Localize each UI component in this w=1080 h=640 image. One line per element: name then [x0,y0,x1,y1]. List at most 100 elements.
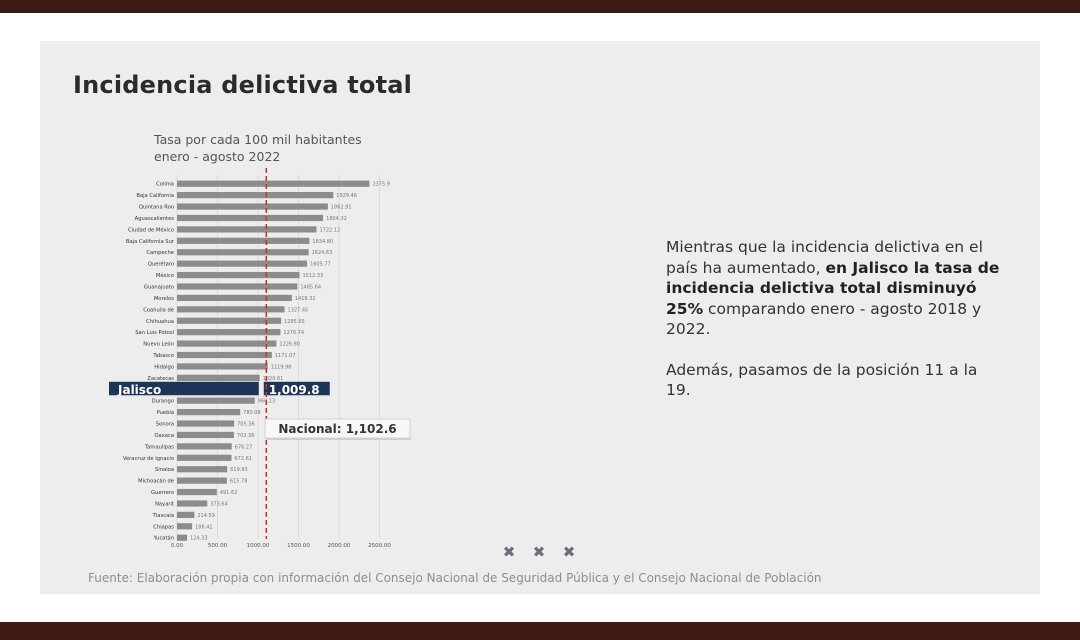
value-label: 186.41 [195,524,213,530]
x-tick-label: 1000.00 [247,543,270,549]
value-label: 1226.80 [279,342,300,348]
category-label: Quintana Roo [139,205,174,211]
category-label: Guanajuato [144,284,174,290]
highlight-value-box [263,381,330,397]
value-label: 1605.77 [310,262,331,268]
paragraph-1-pre: Mientras que la incidencia delictiva en … [666,238,983,277]
category-label: Chihuahua [146,319,174,325]
value-label: 619.93 [230,467,248,473]
category-label: Zacatecas [147,376,174,382]
bar [177,180,370,187]
bar [177,192,334,199]
category-label: Tlaxcala [152,513,174,519]
bar [177,340,277,347]
category-label: Puebla [157,410,174,416]
category-label: Hidalgo [154,364,174,370]
value-label: 491.62 [220,490,238,496]
highlight-value-label: 1,009.8 [269,383,320,397]
bar [177,317,282,324]
value-label: 1119.98 [271,364,292,370]
close-icon[interactable]: ✖ [502,543,516,561]
bottom-frame-bar [0,622,1080,640]
national-label-shadow [266,438,411,440]
paragraph-1-post: comparando enero - agosto 2018 y 2022. [666,299,982,339]
x-tick-label: 2500.00 [368,543,391,549]
highlight-value-underline [263,395,330,397]
page-title: Incidencia delictiva total [73,71,413,99]
category-label: Chiapas [153,524,174,530]
value-label: 1171.07 [275,353,296,359]
x-tick-label: 2000.00 [328,543,351,549]
paragraph-2: Además, pasamos de la posición 11 a la 1… [666,360,978,400]
category-label: Oaxaca [154,433,174,439]
value-label: 615.78 [230,479,248,485]
value-label: 1418.32 [295,296,316,302]
slide-nav: ✖ ✖ ✖ [502,543,576,561]
value-label: 780.08 [243,410,260,416]
bar [177,351,272,359]
category-label: Campeche [146,250,174,256]
value-label: 124.33 [190,536,208,542]
bar [177,271,300,279]
category-label: Tamaulipas [144,444,174,450]
x-tick-label: 0.00 [171,543,184,549]
category-label: Guerrero [151,490,174,496]
highlight-underline [109,395,259,397]
bar [177,237,310,244]
category-label: Tabasco [152,353,174,359]
bar [177,283,298,290]
bar [177,260,308,267]
bar [177,397,255,404]
value-label: 1285.65 [284,319,305,325]
bar [177,294,292,302]
category-label: Veracruz de Ignacio [123,456,174,462]
bar [177,466,228,473]
x-tick-label: 1500.00 [287,543,310,549]
side-text: Mientras que la incidencia delictiva en … [666,237,1006,421]
slide: Incidencia delictiva total Tasa por cada… [40,41,1040,594]
category-label: Sonora [156,422,174,428]
value-label: 2375.9 [372,182,390,188]
category-label: Ciudad de México [128,226,174,233]
value-label: 373.64 [210,501,228,507]
category-label: Colima [156,182,174,188]
value-label: 1512.33 [302,273,323,279]
bar [177,214,324,222]
bar [177,226,317,233]
category-label: Baja California [136,193,174,199]
bar [177,454,232,461]
category-label: Yucatán [153,535,174,542]
category-label: Nuevo León [143,341,174,348]
value-label: 1862.91 [331,205,352,211]
value-label: 1327.45 [288,307,309,313]
bar-chart: 0.00 500.00 1000.00 1500.00 2000.00 2500.00 Co… [109,168,411,549]
top-frame-bar [0,0,1080,13]
bar [177,374,260,381]
value-label: 702.36 [237,433,255,439]
value-label: 1020.61 [263,376,284,382]
bar [177,329,281,336]
x-tick-label: 500.00 [208,543,228,549]
category-label: Michoacán de [138,478,174,485]
value-label: 672.61 [234,456,252,462]
category-label: Aguascalientes [135,216,175,222]
value-label: 214.59 [197,513,215,519]
bar [177,420,235,427]
bar [177,500,208,507]
paragraph-1-bold: en Jalisco la tasa de incidencia delicti… [666,258,1000,318]
value-label: 1485.64 [300,284,321,290]
chart-subtitle: Tasa por cada 100 mil habitantes enero -… [154,131,414,165]
category-label: Durango [152,399,174,405]
value-label: 1722.12 [319,227,340,233]
close-icon[interactable]: ✖ [562,543,576,561]
chart-subtitle-line1: Tasa por cada 100 mil habitantes [154,132,362,147]
value-label: 1624.63 [312,250,333,256]
category-label: Sinaloa [155,467,174,473]
bar [177,443,232,450]
bar [177,306,285,313]
bar [177,363,268,370]
bar [177,203,328,210]
value-label: 1634.80 [312,239,333,245]
highlight-category-label: Jalisco [117,383,161,397]
close-icon[interactable]: ✖ [532,543,546,561]
